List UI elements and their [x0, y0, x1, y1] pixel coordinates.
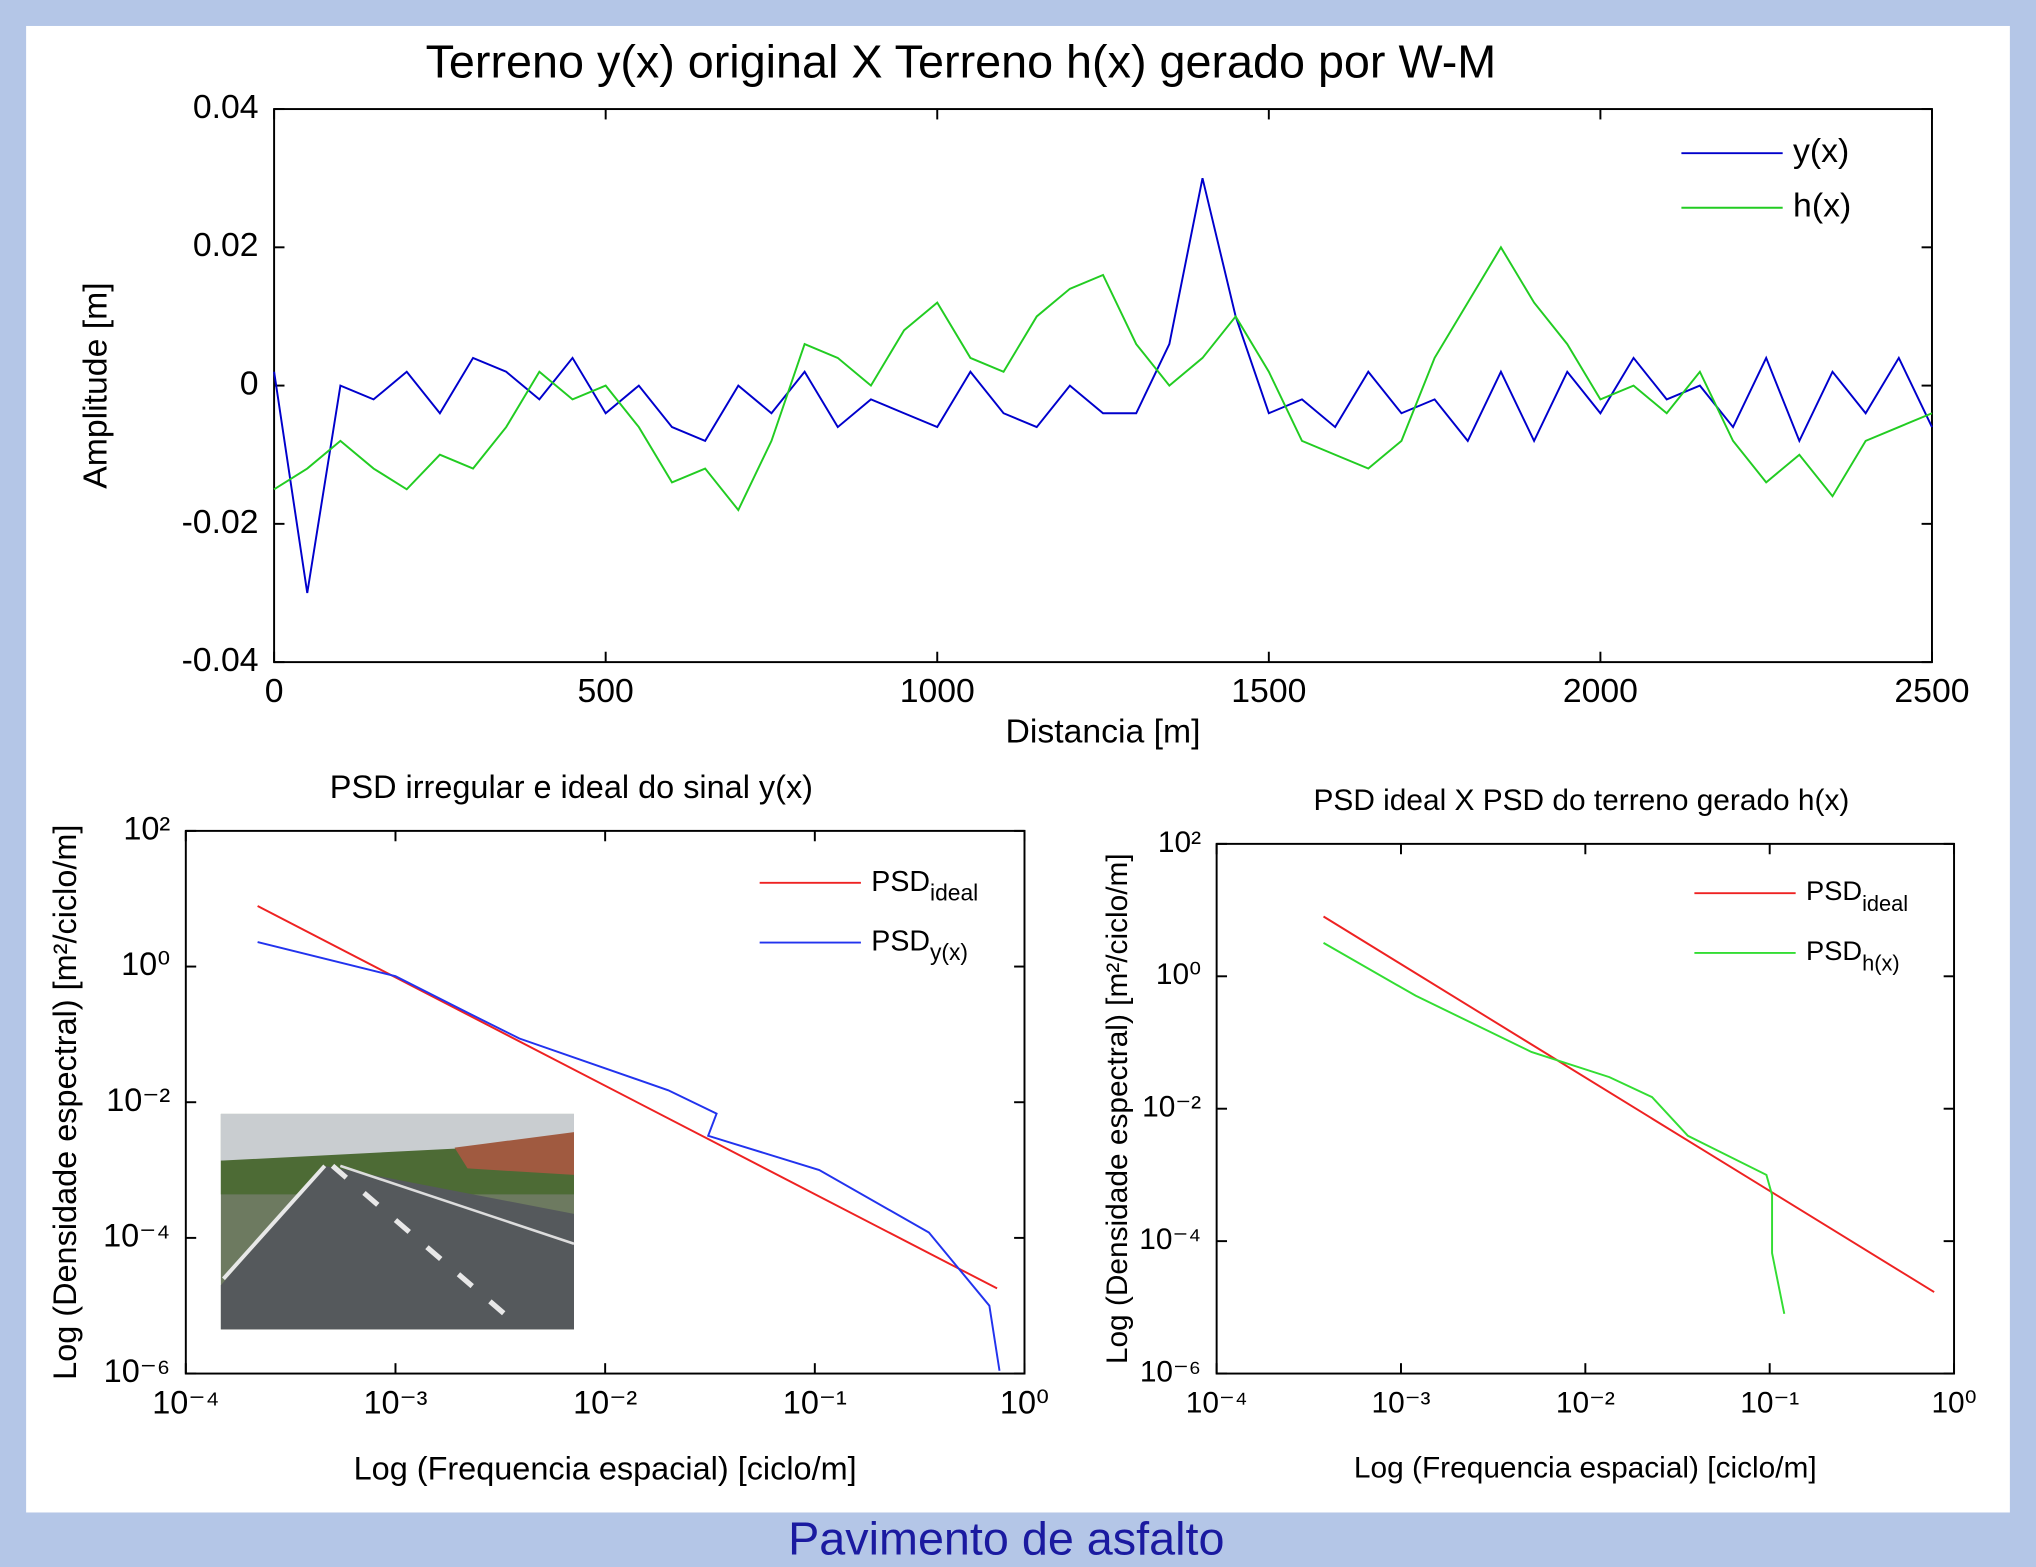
x-axis-label: Log (Frequencia espacial) [ciclo/m]: [354, 1451, 857, 1487]
x-axis-label: Distancia [m]: [1006, 712, 1201, 750]
x-tick-label: 0: [265, 672, 284, 710]
y-tick-label: 10⁰: [121, 946, 170, 982]
y-axis-label: Log (Densidade espectral) [m²/ciclo/m]: [1101, 853, 1134, 1364]
legend-name: PSD: [1806, 935, 1862, 966]
legend-label: PSDy(x): [871, 925, 968, 965]
chart-title: PSD ideal X PSD do terreno gerado h(x): [1314, 784, 1850, 817]
x-tick-label: 2500: [1894, 672, 1969, 710]
x-tick-label: 2000: [1563, 672, 1638, 710]
series-line: [273, 245, 1933, 512]
legend-label: PSDideal: [871, 865, 978, 905]
y-axis-label: Amplitude [m]: [76, 282, 114, 488]
legend-name: h(x): [1793, 187, 1851, 225]
x-tick-label: 10⁰: [1931, 1387, 1976, 1420]
legend-name: y(x): [1793, 132, 1849, 170]
x-tick-label: 1500: [1231, 672, 1306, 710]
x-tick-label: 10⁻²: [1556, 1387, 1615, 1420]
y-tick-label: 10⁻²: [1142, 1091, 1201, 1124]
chart-title: Terreno y(x) original X Terreno h(x) ger…: [426, 35, 1497, 87]
series-line: [1323, 915, 1935, 1293]
y-tick-label: 10²: [1158, 826, 1201, 859]
x-tick-label: 10⁻³: [363, 1384, 427, 1420]
road-photo: [220, 1113, 575, 1330]
y-axis-label: Log (Densidade espectral) [m²/ciclo/m]: [47, 825, 83, 1380]
legend-subscript: ideal: [930, 880, 978, 906]
y-tick-label: 10⁻⁶: [1140, 1355, 1201, 1388]
series-line: [1323, 942, 1786, 1314]
y-tick-label: 10⁻⁴: [103, 1217, 170, 1253]
legend-label: PSDideal: [1806, 875, 1908, 915]
y-tick-label: -0.04: [182, 641, 259, 679]
x-tick-label: 500: [578, 672, 634, 710]
y-tick-label: 10²: [123, 810, 170, 846]
x-tick-label: 10⁻²: [573, 1384, 637, 1420]
legend-name: PSD: [871, 865, 930, 897]
legend-subscript: y(x): [930, 939, 968, 965]
legend-subscript: ideal: [1862, 891, 1908, 916]
series-line: [257, 905, 998, 1290]
x-axis-label: Log (Frequencia espacial) [ciclo/m]: [1354, 1452, 1817, 1485]
y-tick-label: 10⁻²: [106, 1082, 170, 1118]
series-line: [273, 177, 1933, 594]
x-tick-label: 10⁰: [1000, 1384, 1049, 1420]
x-tick-label: 10⁻¹: [1740, 1387, 1799, 1420]
x-tick-label: 10⁻³: [1372, 1387, 1431, 1420]
y-tick-label: 0.04: [193, 88, 259, 126]
caption: Pavimento de asfalto: [788, 1513, 1224, 1565]
legend-name: PSD: [1806, 875, 1862, 906]
y-tick-label: 10⁰: [1156, 958, 1201, 991]
legend-name: PSD: [871, 925, 930, 957]
x-tick-label: 10⁻⁴: [1186, 1387, 1248, 1420]
legend-subscript: h(x): [1862, 950, 1900, 975]
x-tick-label: 10⁻⁴: [152, 1384, 219, 1420]
y-tick-label: 0.02: [193, 226, 259, 264]
x-tick-label: 1000: [900, 672, 975, 710]
y-tick-label: -0.02: [182, 503, 259, 541]
x-tick-label: 10⁻¹: [783, 1384, 847, 1420]
y-tick-label: 0: [240, 365, 259, 403]
y-tick-label: 10⁻⁴: [1139, 1223, 1201, 1256]
legend-label: y(x): [1793, 132, 1849, 170]
legend-label: h(x): [1793, 187, 1851, 225]
legend-label: PSDh(x): [1806, 935, 1900, 975]
chart-title: PSD irregular e ideal do sinal y(x): [330, 769, 813, 805]
series-line: [257, 941, 1001, 1371]
y-tick-label: 10⁻⁶: [104, 1353, 171, 1389]
